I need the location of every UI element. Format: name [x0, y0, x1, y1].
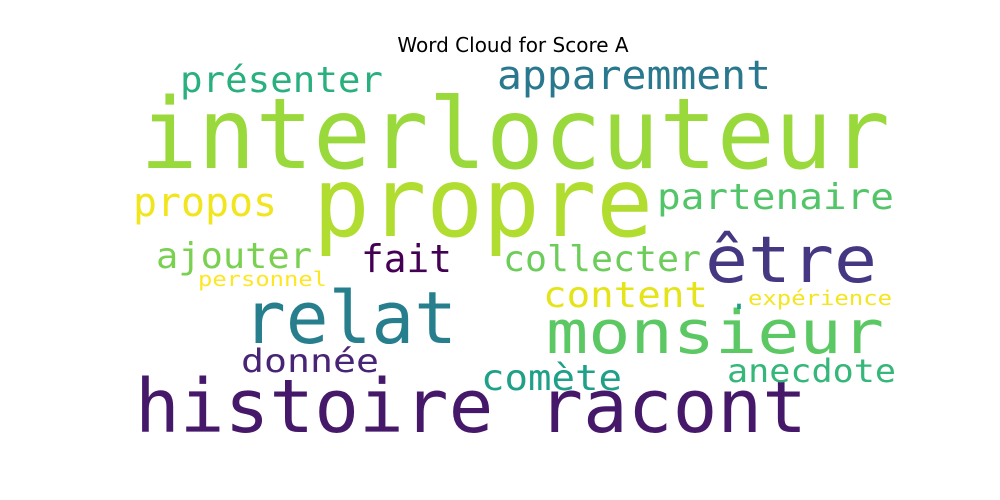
word-apparemment: apparemment: [497, 53, 771, 99]
chart-title: Word Cloud for Score A: [397, 33, 628, 57]
word-partenaire: partenaire: [657, 177, 894, 218]
word-content: content: [543, 275, 708, 316]
word-histoire-racont: histoire racont: [135, 364, 807, 450]
word-interlocuteur: interlocuteur: [140, 78, 890, 192]
word-fait: fait: [361, 237, 452, 281]
word-collecter: collecter: [503, 239, 701, 280]
word-propre: propre: [313, 147, 653, 259]
word-propos: propos: [133, 180, 277, 226]
word-ajouter: ajouter: [156, 236, 312, 277]
word-comete: comète: [481, 358, 622, 399]
word-donnee: donnée: [241, 342, 379, 380]
word-relat: relat: [243, 276, 457, 360]
word-experience: expérience: [748, 286, 892, 310]
word-anecdote: anecdote: [727, 352, 896, 390]
word-etre: être: [705, 224, 877, 298]
word-monsieur: monsieur: [546, 298, 884, 368]
word-personnel: personnel: [198, 267, 327, 291]
word-dot: .: [730, 277, 748, 318]
word-presenter: présenter: [180, 60, 383, 101]
